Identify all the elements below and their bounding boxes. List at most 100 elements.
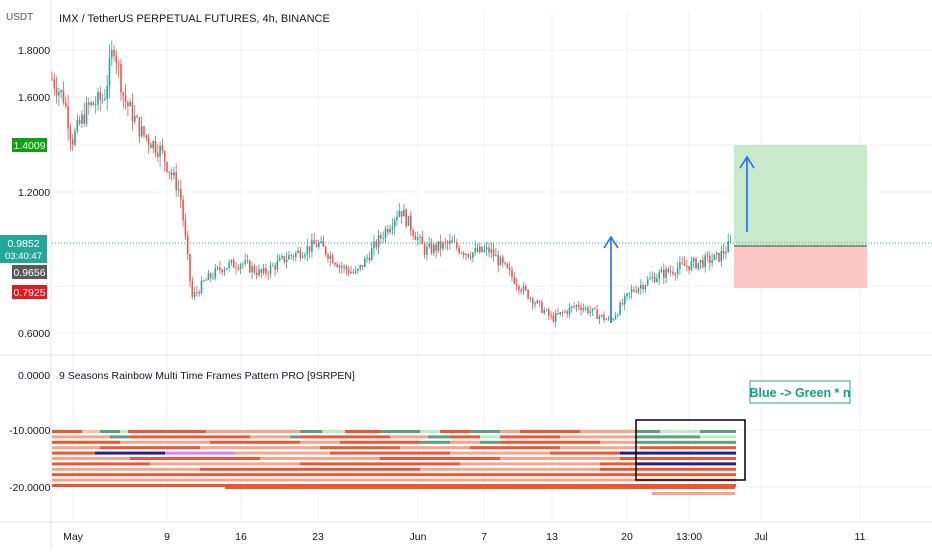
- candle: [157, 144, 159, 162]
- candles: [51, 40, 732, 327]
- candle: [134, 105, 136, 125]
- candle: [173, 166, 175, 180]
- candle: [182, 195, 184, 227]
- candle: [718, 252, 720, 263]
- stop-price-label: 0.7925: [12, 285, 47, 299]
- rainbow-segment: [52, 457, 130, 460]
- rainbow-segment: [52, 478, 240, 482]
- rainbow-segment: [200, 467, 420, 471]
- candle: [640, 279, 642, 295]
- candle: [571, 305, 573, 313]
- candle: [186, 231, 189, 261]
- candle: [276, 253, 279, 273]
- candle: [175, 163, 177, 197]
- rainbow-segment: [480, 435, 500, 439]
- rainbow-segment: [290, 435, 300, 439]
- candle: [274, 262, 276, 277]
- rainbow-segment: [620, 457, 736, 460]
- candle: [184, 213, 187, 241]
- candle: [318, 239, 320, 250]
- rainbow-segment: [460, 462, 600, 466]
- candle: [76, 114, 79, 134]
- rainbow-segment: [120, 440, 210, 444]
- candle: [446, 240, 449, 251]
- candle: [221, 268, 223, 276]
- candle: [228, 259, 230, 272]
- candle: [51, 71, 53, 81]
- candle: [278, 254, 281, 262]
- candle: [518, 284, 520, 295]
- candle: [212, 272, 214, 280]
- rainbow-segment: [150, 462, 300, 466]
- indicator-tick-3: -20.0000: [9, 482, 51, 494]
- candle: [216, 265, 219, 271]
- candle: [603, 311, 605, 323]
- candle: [508, 262, 511, 276]
- candle: [92, 101, 95, 106]
- candle: [368, 251, 371, 264]
- rainbow-segment: [500, 435, 560, 439]
- rainbow-segment: [300, 440, 340, 444]
- candle: [702, 255, 704, 269]
- rainbow-segment: [450, 440, 480, 444]
- candle: [391, 218, 394, 235]
- indicator-tick-2: -10.0000: [9, 425, 51, 437]
- candle: [380, 232, 382, 245]
- countdown-label: 03:40:47: [5, 251, 42, 262]
- candle: [140, 116, 143, 138]
- candle: [393, 217, 396, 236]
- candle: [469, 252, 472, 261]
- candle: [644, 284, 647, 293]
- candle: [203, 279, 205, 283]
- entry-price-label: 0.9656: [12, 265, 47, 279]
- candle: [704, 252, 706, 273]
- candle: [683, 255, 686, 267]
- candle: [382, 231, 384, 243]
- candle: [672, 266, 674, 277]
- candle: [327, 252, 329, 263]
- candle: [697, 262, 700, 271]
- rainbow-segment: [450, 435, 480, 439]
- candle: [209, 272, 212, 283]
- rainbow-segment: [120, 430, 128, 433]
- candle: [529, 296, 532, 303]
- candle: [301, 251, 304, 259]
- candle: [686, 259, 688, 271]
- candle: [554, 309, 557, 327]
- candle: [387, 225, 389, 236]
- rainbow-segment: [450, 451, 550, 455]
- candle: [430, 238, 433, 256]
- rainbow-segment: [340, 440, 420, 444]
- candle: [566, 309, 568, 318]
- arrow-up-2-icon: [739, 155, 755, 232]
- candle: [343, 263, 345, 273]
- current-price-label: 0.9852 03:40:47: [0, 235, 47, 263]
- candle: [230, 259, 233, 266]
- candle: [474, 240, 476, 256]
- rainbow-segment: [600, 440, 636, 444]
- candle: [538, 300, 541, 307]
- candle: [364, 256, 366, 268]
- candle: [458, 244, 460, 255]
- candle: [481, 246, 483, 253]
- candle: [320, 236, 322, 244]
- candle: [315, 239, 318, 248]
- candle: [223, 266, 226, 276]
- candle: [584, 306, 587, 311]
- candle: [246, 254, 249, 264]
- candle: [557, 308, 559, 316]
- rainbow-segment: [580, 430, 636, 433]
- candle: [396, 210, 398, 226]
- rainbow-segment: [110, 435, 130, 439]
- svg-text:0.9852: 0.9852: [7, 238, 39, 250]
- candle: [729, 235, 732, 244]
- candle: [479, 242, 481, 254]
- candle: [598, 314, 601, 325]
- candle: [288, 251, 290, 260]
- rainbow-bars: [52, 430, 736, 495]
- rainbow-segment: [560, 446, 640, 450]
- candle: [384, 226, 387, 244]
- candle: [117, 59, 120, 78]
- candle: [722, 244, 725, 260]
